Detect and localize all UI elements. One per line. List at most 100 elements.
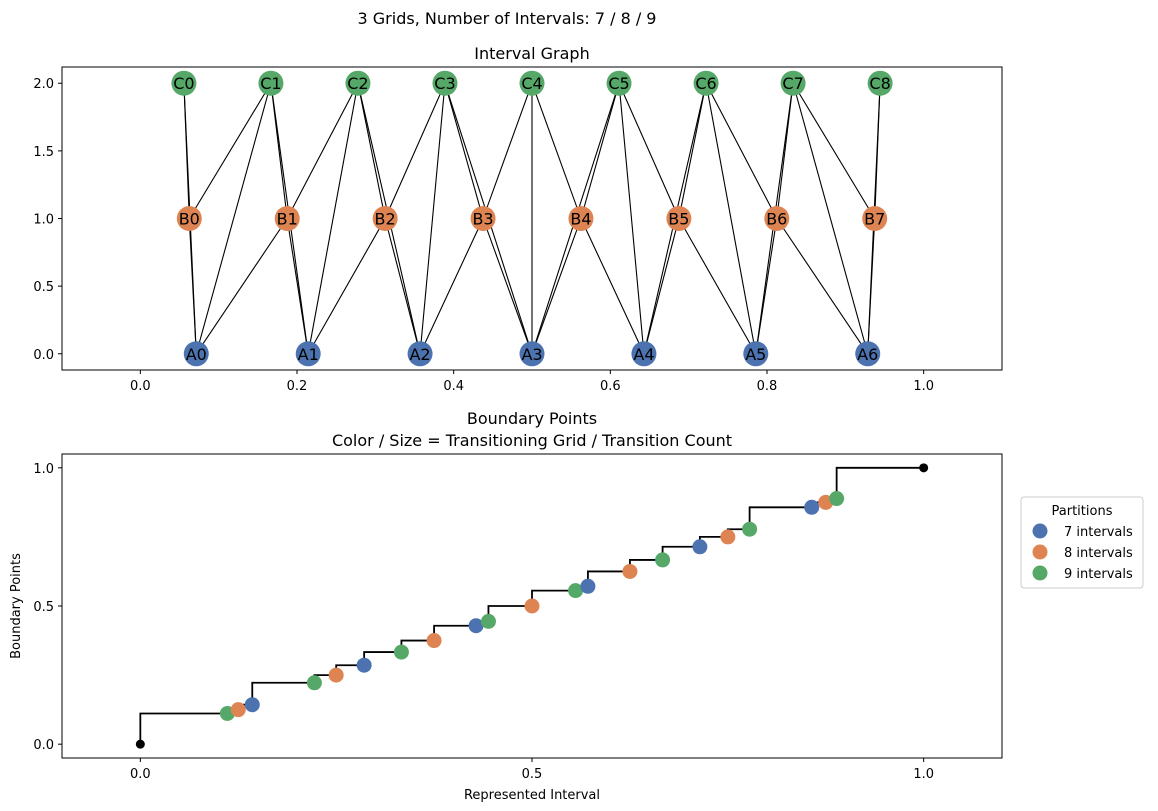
legend-marker-grid_b [1032,544,1048,560]
interval-graph-nodes: A0 A1 A2 A3 A4 A5 A6 B0 B1 B2 B3 B4 B5 B6 B7 C0 C1 C2 C3 C4… [171,70,893,367]
legend-label-grid_c: 9 intervals [1064,567,1133,582]
graph-edge-B5-A4 [643,218,680,354]
graph-node-A3 [519,341,545,367]
graph-edge-C6-B5 [678,83,707,219]
graph-edge-C1-A0 [195,83,272,354]
boundary-x-tick-label: 0.5 [522,767,543,782]
boundary-point-18 [804,499,820,515]
legend-title: Partitions [1052,504,1113,519]
graph-node-label-A2: A2 [409,345,430,364]
boundary-points-y-ticks: 0.0 0.5 1.0 [33,462,62,753]
graph-node-label-B2: B2 [375,210,396,229]
graph-node-C4 [519,70,545,96]
graph-y-tick-label: 0.0 [33,348,54,363]
graph-x-tick-label: 0.6 [600,379,621,394]
boundary-point-7 [426,633,442,649]
graph-edge-B4-A3 [531,218,582,354]
graph-node-label-B4: B4 [570,210,591,229]
graph-edge-C3-A2 [419,83,446,354]
boundary-point-12 [580,578,596,594]
graph-edge-B4-A4 [580,218,645,355]
legend: Partitions 7 intervals 8 intervals 9 inter… [1020,496,1144,589]
legend-entries: 7 intervals 8 intervals 9 intervals [1032,523,1133,582]
boundary-point-3 [306,675,322,691]
graph-x-tick-label: 1.0 [913,379,934,394]
graph-node-B5 [666,206,692,231]
legend-marker-grid_a [1032,523,1048,539]
graph-edge-B2-A2 [384,218,421,354]
boundary-point-8 [468,618,484,634]
graph-node-B4 [568,206,594,231]
boundary-points-axes-frame [61,453,1003,759]
graph-node-label-C2: C2 [347,74,368,93]
boundary-points-markers [135,463,929,749]
graph-edge-C7-A6 [792,83,869,354]
graph-edge-C1-B0 [188,82,272,219]
interval-graph-axes-frame [61,66,1003,371]
endpoint-marker-1 [919,463,929,473]
endpoint-marker-0 [135,739,145,749]
graph-y-tick-label: 2.0 [33,77,54,92]
boundary-point-2 [244,697,260,713]
graph-node-A2 [407,341,433,367]
boundary-point-16 [720,529,736,545]
legend-marker-grid_c [1032,565,1048,581]
graph-edge-B7-A6 [867,218,876,354]
graph-edge-B5-A5 [678,218,757,355]
graph-node-label-C4: C4 [521,74,542,93]
graph-node-C5 [606,70,632,96]
graph-node-C7 [780,70,806,96]
boundary-x-tick-label: 1.0 [913,767,934,782]
graph-edge-C2-B1 [286,82,359,219]
boundary-y-tick-label: 1.0 [33,462,54,477]
interval-graph-title: Interval Graph [474,44,589,63]
graph-edge-B1-A0 [195,218,288,355]
graph-node-label-C5: C5 [608,74,629,93]
graph-node-B1 [274,206,300,231]
boundary-y-tick-label: 0.5 [33,600,54,615]
graph-node-label-C8: C8 [869,74,890,93]
graph-node-A5 [743,341,769,367]
boundary-point-14 [655,552,671,568]
graph-edge-B3-A2 [419,218,484,355]
graph-node-C6 [693,70,719,96]
graph-x-tick-label: 0.0 [130,379,151,394]
graph-edge-C5-B5 [618,83,680,219]
graph-node-C8 [867,70,893,96]
boundary-point-15 [692,539,708,555]
graph-node-label-C7: C7 [782,74,803,93]
boundary-points-subtitle: Color / Size = Transitioning Grid / Tran… [332,431,732,450]
graph-edge-C4-B4 [531,83,582,219]
graph-node-label-A3: A3 [521,345,542,364]
graph-x-tick-label: 0.8 [757,379,778,394]
graph-node-C1 [258,70,284,96]
graph-edge-C4-B3 [482,83,533,219]
graph-edge-C3-B2 [384,83,446,219]
graph-edge-C6-B6 [705,82,778,219]
graph-node-label-A5: A5 [745,345,766,364]
graph-node-label-C6: C6 [695,74,716,93]
graph-node-B0 [176,206,202,231]
graph-node-A6 [855,341,881,367]
interval-graph-x-ticks: 0.0 0.2 0.4 0.6 0.8 1.0 [130,370,934,394]
graph-edge-B1-A1 [286,218,309,354]
graph-node-B3 [470,206,496,231]
boundary-point-20 [829,491,845,507]
graph-edge-C3-B3 [444,83,484,219]
legend-label-grid_b: 8 intervals [1064,546,1133,561]
boundary-x-tick-label: 0.0 [130,767,151,782]
figure-suptitle: 3 Grids, Number of Intervals: 7 / 8 / 9 [358,9,657,28]
graph-y-tick-label: 0.5 [33,280,54,295]
graph-x-tick-label: 0.2 [287,379,308,394]
graph-node-label-B3: B3 [472,210,493,229]
graph-edge-C6-A5 [705,83,757,354]
boundary-point-13 [622,563,638,579]
interval-graph-y-ticks: 0.0 0.5 1.0 1.5 2.0 [33,77,62,363]
boundary-y-tick-label: 0.0 [33,738,54,753]
graph-edge-B3-A3 [482,218,533,354]
graph-node-label-B0: B0 [179,210,200,229]
graph-node-label-C1: C1 [260,74,281,93]
boundary-point-6 [393,644,409,660]
graph-edge-C2-B2 [357,83,386,219]
